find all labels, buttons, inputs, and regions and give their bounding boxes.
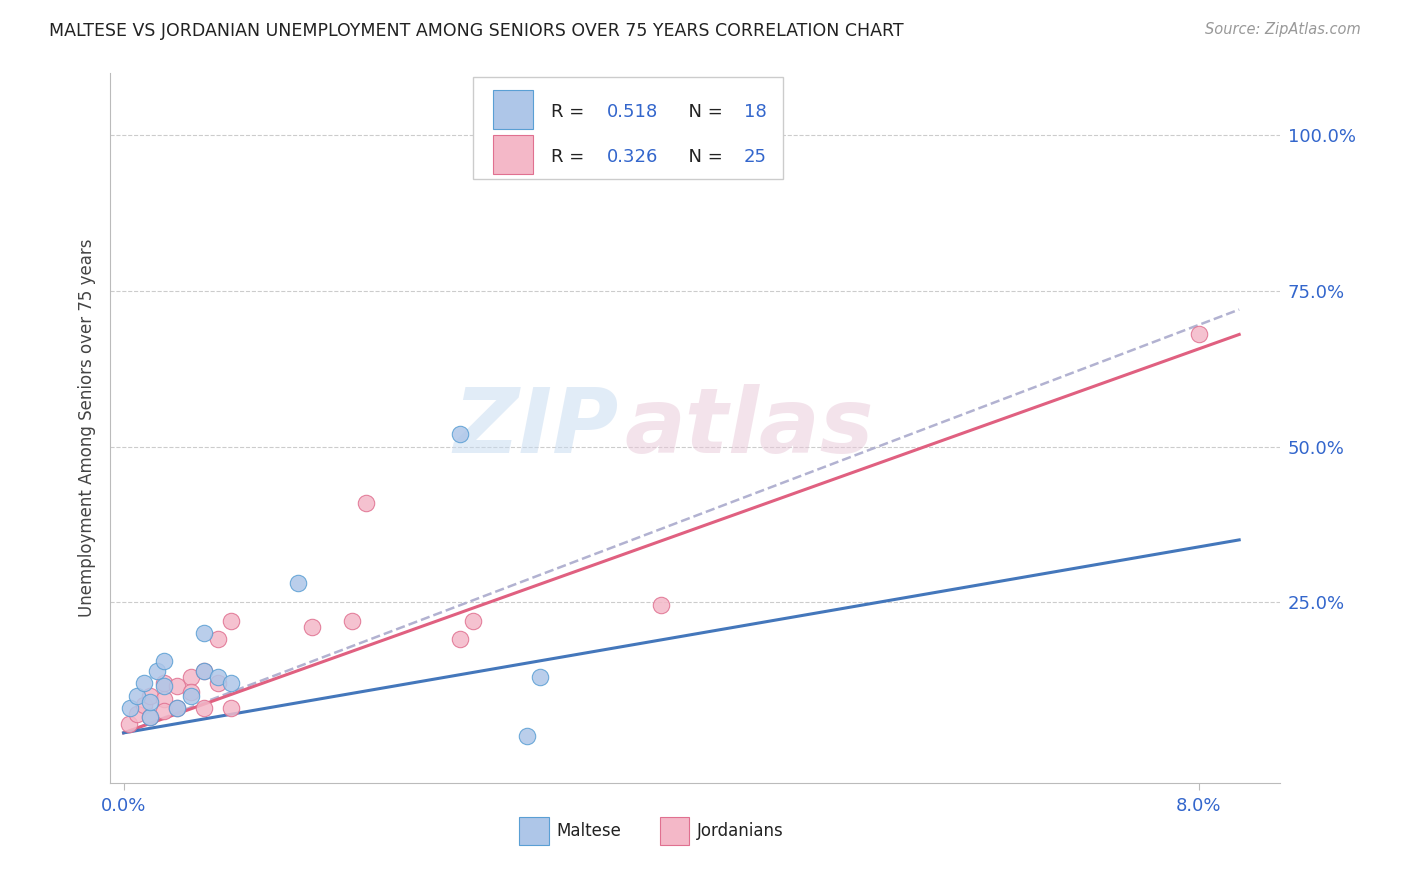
FancyBboxPatch shape [519,817,548,845]
Text: Maltese: Maltese [557,822,621,840]
Point [180,689,202,703]
Text: 0.326: 0.326 [607,148,658,166]
Point [207,670,229,684]
Text: Jordanians: Jordanians [697,822,785,840]
Point [207,676,229,690]
Point [180,685,202,699]
Point [125,707,148,722]
Point [166,701,188,715]
Point [287,576,309,591]
Text: ZIP: ZIP [454,384,619,472]
Y-axis label: Unemployment Among Seniors over 75 years: Unemployment Among Seniors over 75 years [79,238,96,617]
Point [340,614,363,628]
FancyBboxPatch shape [492,136,533,175]
Point [219,701,242,715]
Point [153,679,176,693]
Point [153,676,176,690]
Point [166,701,188,715]
Point [516,729,538,743]
Point [139,710,162,724]
Point [180,670,202,684]
Text: R =: R = [551,148,591,166]
Point [193,664,215,678]
Point [120,701,142,715]
Point [139,710,162,724]
Point [153,691,176,706]
Point [153,654,176,668]
FancyBboxPatch shape [659,817,689,845]
Point [529,670,551,684]
Text: 25: 25 [744,148,766,166]
Point [193,626,215,640]
Point [132,698,155,712]
Point [153,704,176,718]
Point [650,599,672,613]
Text: N =: N = [678,148,728,166]
Point [301,620,323,634]
Text: 18: 18 [744,103,766,120]
Point [139,689,162,703]
Point [219,614,242,628]
Point [118,716,141,731]
Point [193,701,215,715]
Point [207,632,229,647]
Point [166,679,188,693]
Point [146,664,169,678]
Text: N =: N = [678,103,728,120]
Point [193,664,215,678]
Point [125,689,148,703]
Text: 0.518: 0.518 [607,103,658,120]
Point [139,695,162,709]
Text: MALTESE VS JORDANIAN UNEMPLOYMENT AMONG SENIORS OVER 75 YEARS CORRELATION CHART: MALTESE VS JORDANIAN UNEMPLOYMENT AMONG … [49,22,904,40]
FancyBboxPatch shape [472,77,783,179]
Text: Source: ZipAtlas.com: Source: ZipAtlas.com [1205,22,1361,37]
Point [461,614,484,628]
Point [354,495,377,509]
Text: atlas: atlas [624,384,875,472]
Point [449,427,471,442]
Point [132,676,155,690]
Text: R =: R = [551,103,591,120]
Point [1188,327,1211,342]
Point [449,632,471,647]
FancyBboxPatch shape [492,90,533,129]
Point [219,676,242,690]
